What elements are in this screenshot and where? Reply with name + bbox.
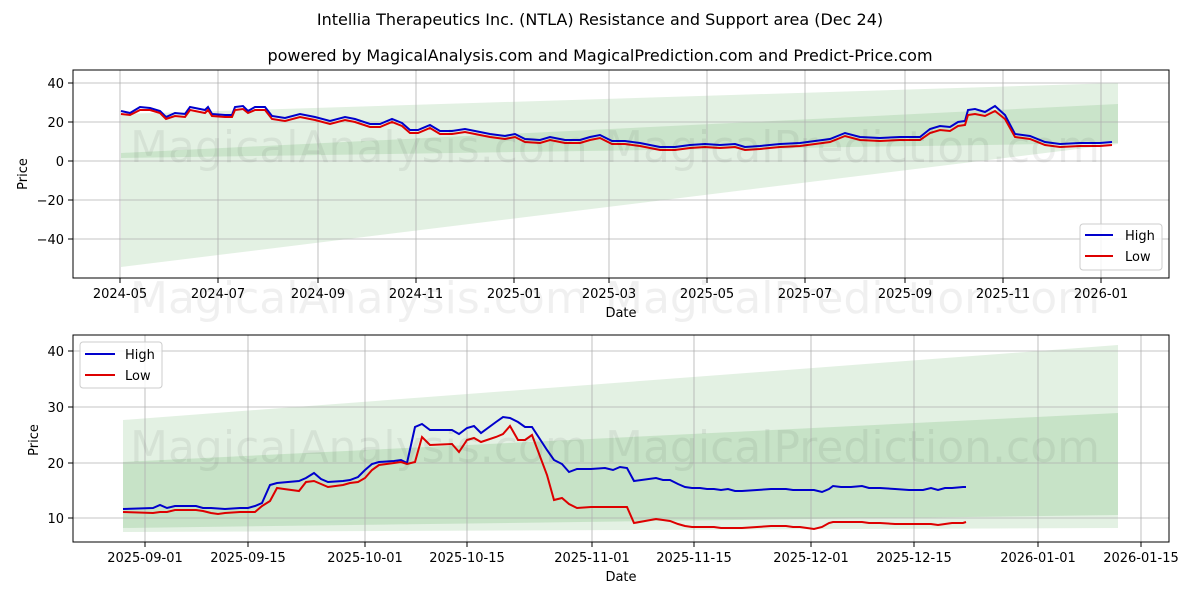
bottom-y-tick: 30 bbox=[47, 401, 64, 416]
top-series-low bbox=[120, 107, 1113, 152]
bottom-band-inner bbox=[123, 413, 1118, 528]
legend-low-label: Low bbox=[125, 369, 151, 384]
top-x-tick: 2024-09 bbox=[291, 287, 345, 302]
top-plot-frame bbox=[72, 69, 1170, 279]
top-x-tick: 2024-11 bbox=[389, 287, 443, 302]
chart-title: Intellia Therapeutics Inc. (NTLA) Resist… bbox=[316, 10, 884, 29]
top-x-tick: 2025-03 bbox=[582, 287, 636, 302]
bottom-y-axis: 40 30 20 10 Price bbox=[27, 345, 73, 527]
top-y-tick: 40 bbox=[47, 77, 64, 92]
bottom-x-tick: 2026-01-15 bbox=[1103, 551, 1179, 566]
top-chart: MagicalAnalysis.com MagicalPrediction.co… bbox=[16, 69, 1170, 324]
bottom-x-axis: 2025-09-01 2025-09-15 2025-10-01 2025-10… bbox=[107, 542, 1179, 585]
bottom-chart: MagicalAnalysis.com MagicalPrediction.co… bbox=[27, 334, 1179, 585]
top-x-axis: 2024-05 2024-07 2024-09 2024-11 2025-01 … bbox=[93, 278, 1128, 321]
watermark-magicalanalysis-2: MagicalAnalysis.com bbox=[130, 273, 588, 324]
top-x-tick: 2025-05 bbox=[680, 287, 734, 302]
bottom-x-tick: 2025-11-01 bbox=[554, 551, 630, 566]
watermark-magicalanalysis-3: MagicalAnalysis.com bbox=[130, 422, 588, 473]
top-y-tick: 20 bbox=[47, 116, 64, 131]
bottom-x-tick: 2026-01-01 bbox=[1000, 551, 1076, 566]
bottom-grid bbox=[73, 335, 1169, 542]
bottom-plot-frame bbox=[72, 334, 1170, 543]
top-x-tick: 2025-09 bbox=[878, 287, 932, 302]
bottom-legend: High Low bbox=[79, 341, 163, 389]
bottom-x-label: Date bbox=[605, 570, 636, 585]
top-x-tick: 2026-01 bbox=[1074, 287, 1128, 302]
watermark-magicalprediction: MagicalPrediction.com bbox=[605, 122, 1100, 173]
top-x-tick: 2024-07 bbox=[191, 287, 245, 302]
top-x-label: Date bbox=[605, 306, 636, 321]
bottom-series-low bbox=[122, 424, 967, 531]
top-x-tick: 2025-07 bbox=[778, 287, 832, 302]
bottom-x-tick: 2025-10-15 bbox=[429, 551, 505, 566]
bottom-x-tick: 2025-12-15 bbox=[876, 551, 952, 566]
top-y-tick: −20 bbox=[37, 194, 64, 209]
bottom-x-tick: 2025-11-15 bbox=[656, 551, 732, 566]
top-y-tick: 0 bbox=[56, 155, 64, 170]
watermark-magicalanalysis: MagicalAnalysis.com bbox=[130, 122, 588, 173]
top-y-tick: −40 bbox=[37, 233, 64, 248]
top-y-axis: 40 20 0 −20 −40 Price bbox=[16, 77, 73, 248]
top-x-tick: 2024-05 bbox=[93, 287, 147, 302]
legend-low-label: Low bbox=[1125, 250, 1151, 265]
bottom-y-tick: 10 bbox=[47, 512, 64, 527]
bottom-series-high bbox=[122, 415, 966, 511]
bottom-x-tick: 2025-09-01 bbox=[107, 551, 183, 566]
bottom-x-tick: 2025-09-15 bbox=[210, 551, 286, 566]
top-x-tick: 2025-11 bbox=[976, 287, 1030, 302]
bottom-y-tick: 40 bbox=[47, 345, 64, 360]
legend-high-label: High bbox=[125, 348, 155, 363]
bottom-x-tick: 2025-10-01 bbox=[327, 551, 403, 566]
top-y-label: Price bbox=[16, 158, 31, 190]
watermark-magicalprediction-3: MagicalPrediction.com bbox=[605, 422, 1100, 473]
bottom-y-label: Price bbox=[27, 424, 42, 456]
top-band-narrow bbox=[121, 104, 1118, 158]
bottom-x-tick: 2025-12-01 bbox=[773, 551, 849, 566]
top-legend: High Low bbox=[1079, 223, 1163, 271]
chart-subtitle: powered by MagicalAnalysis.com and Magic… bbox=[267, 46, 933, 65]
watermark-magicalprediction-2: MagicalPrediction.com bbox=[605, 273, 1100, 324]
legend-high-label: High bbox=[1125, 229, 1155, 244]
top-x-tick: 2025-01 bbox=[487, 287, 541, 302]
bottom-y-tick: 20 bbox=[47, 457, 64, 472]
